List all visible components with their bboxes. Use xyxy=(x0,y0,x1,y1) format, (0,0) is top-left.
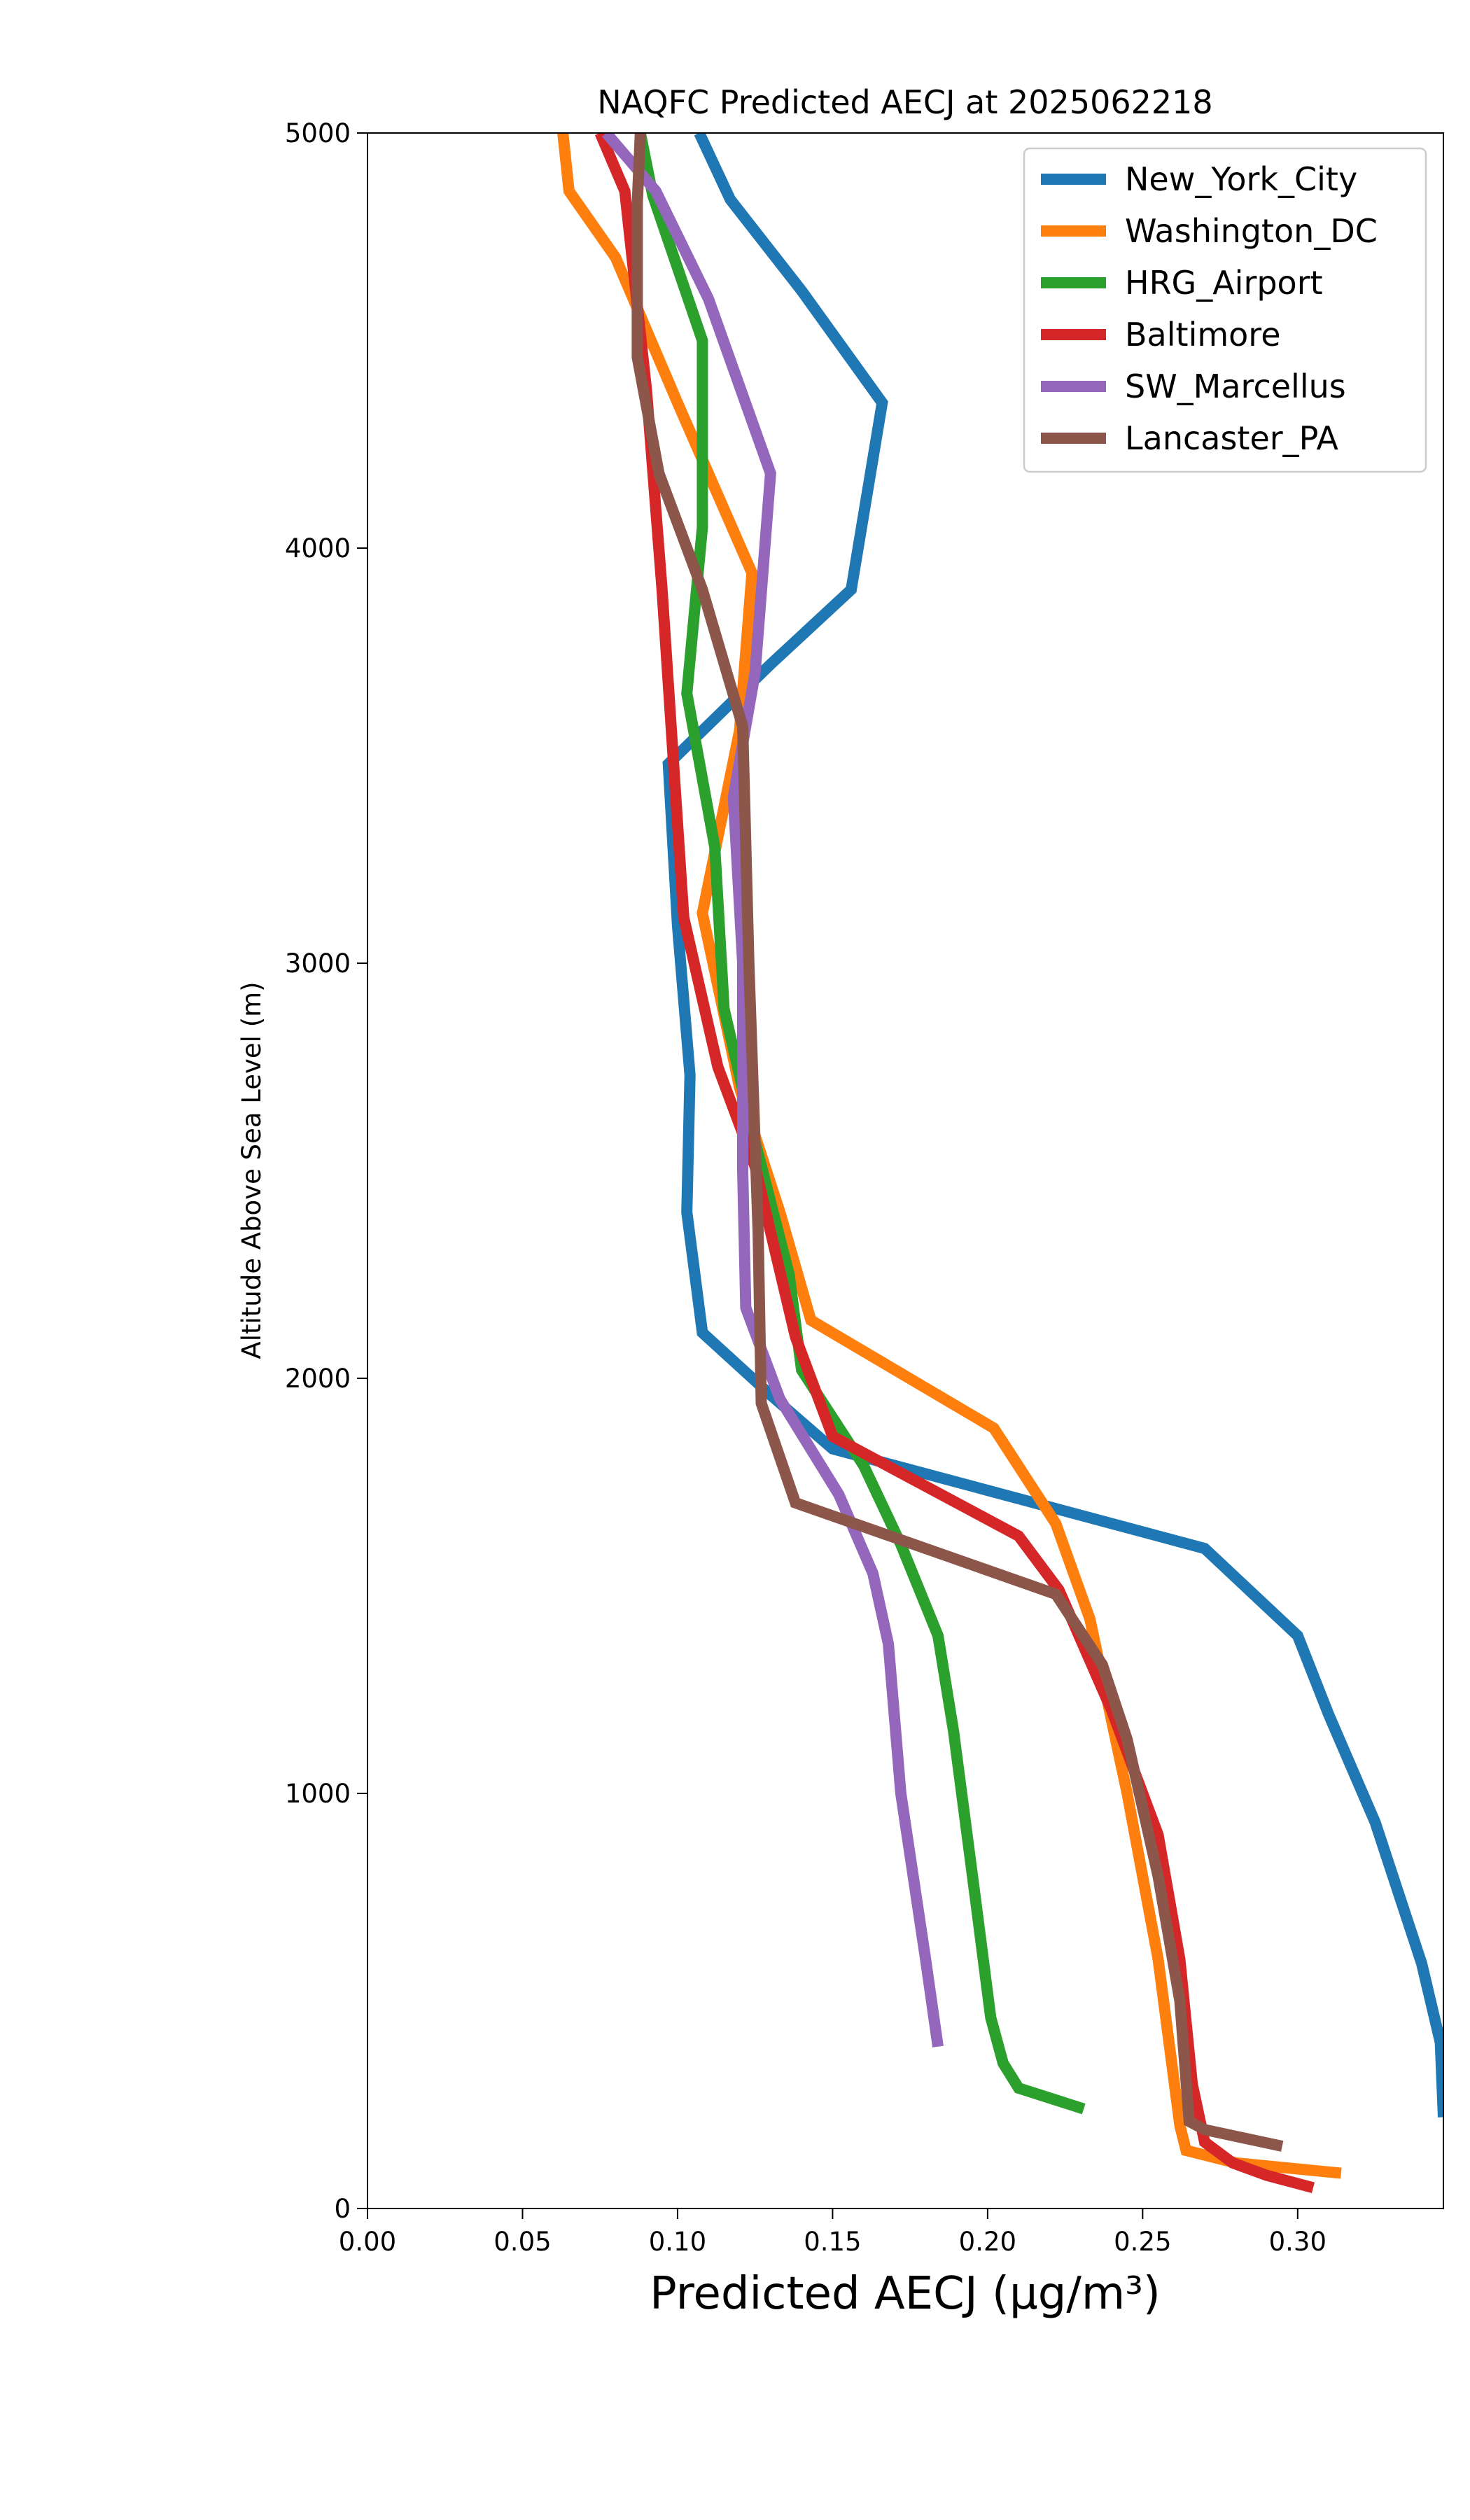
x-axis-label: Predicted AECJ (μg/m³) xyxy=(650,2268,1161,2320)
series-line-washington-dc xyxy=(557,133,1342,2179)
y-tick-label: 1000 xyxy=(285,1779,351,1809)
legend-label: Lancaster_PA xyxy=(1125,419,1338,457)
series-line-hrg-airport xyxy=(634,133,1086,2115)
legend-label: Baltimore xyxy=(1125,316,1281,354)
x-tick-label: 0.25 xyxy=(1114,2227,1171,2257)
y-tick-label: 0 xyxy=(334,2194,351,2224)
y-tick-label: 4000 xyxy=(285,533,351,564)
plot-frame xyxy=(367,132,1444,2209)
legend-item: New_York_City xyxy=(1041,160,1357,198)
x-tick-label: 0.00 xyxy=(339,2227,396,2257)
legend-item: Washington_DC xyxy=(1041,212,1378,250)
y-tick-label: 5000 xyxy=(285,118,351,148)
chart-title: NAQFC Predicted AECJ at 2025062218 xyxy=(597,83,1212,121)
legend-label: HRG_Airport xyxy=(1125,264,1323,302)
legend: New_York_City Washington_DC HRG_Airport Bal… xyxy=(1023,147,1427,473)
y-axis-label: Altitude Above Sea Level (m) xyxy=(237,981,267,1359)
legend-item: Baltimore xyxy=(1041,316,1281,354)
x-tick-label: 0.05 xyxy=(493,2227,551,2257)
y-tick-label: 2000 xyxy=(285,1364,351,1394)
series-line-new-york-city xyxy=(662,133,1443,2118)
x-tick-label: 0.20 xyxy=(959,2227,1016,2257)
x-tick-label: 0.30 xyxy=(1269,2227,1326,2257)
legend-label: New_York_City xyxy=(1125,160,1357,198)
x-tick-label: 0.15 xyxy=(804,2227,861,2257)
legend-label: Washington_DC xyxy=(1125,212,1378,250)
legend-item: HRG_Airport xyxy=(1041,264,1323,302)
series-line-baltimore xyxy=(594,133,1315,2194)
x-tick-label: 0.10 xyxy=(649,2227,706,2257)
plot-area xyxy=(367,132,1444,2209)
plot-background xyxy=(368,133,1443,2208)
y-axis-ticks: 0 1000 2000 3000 4000 5000 xyxy=(285,118,368,2224)
series-line-lancaster-pa xyxy=(631,133,1284,2152)
y-tick-label: 3000 xyxy=(285,948,351,979)
legend-frame xyxy=(1023,147,1427,473)
legend-entries: New_York_City Washington_DC HRG_Airport Bal… xyxy=(1041,160,1378,457)
legend-item: Lancaster_PA xyxy=(1041,419,1338,457)
series-lines xyxy=(557,133,1443,2194)
legend-item: SW_Marcellus xyxy=(1041,368,1346,405)
legend-label: SW_Marcellus xyxy=(1125,368,1346,405)
x-axis-ticks: 0.00 0.05 0.10 0.15 0.20 0.25 0.30 xyxy=(339,2208,1326,2257)
series-line-sw-marcellus xyxy=(602,133,944,2047)
